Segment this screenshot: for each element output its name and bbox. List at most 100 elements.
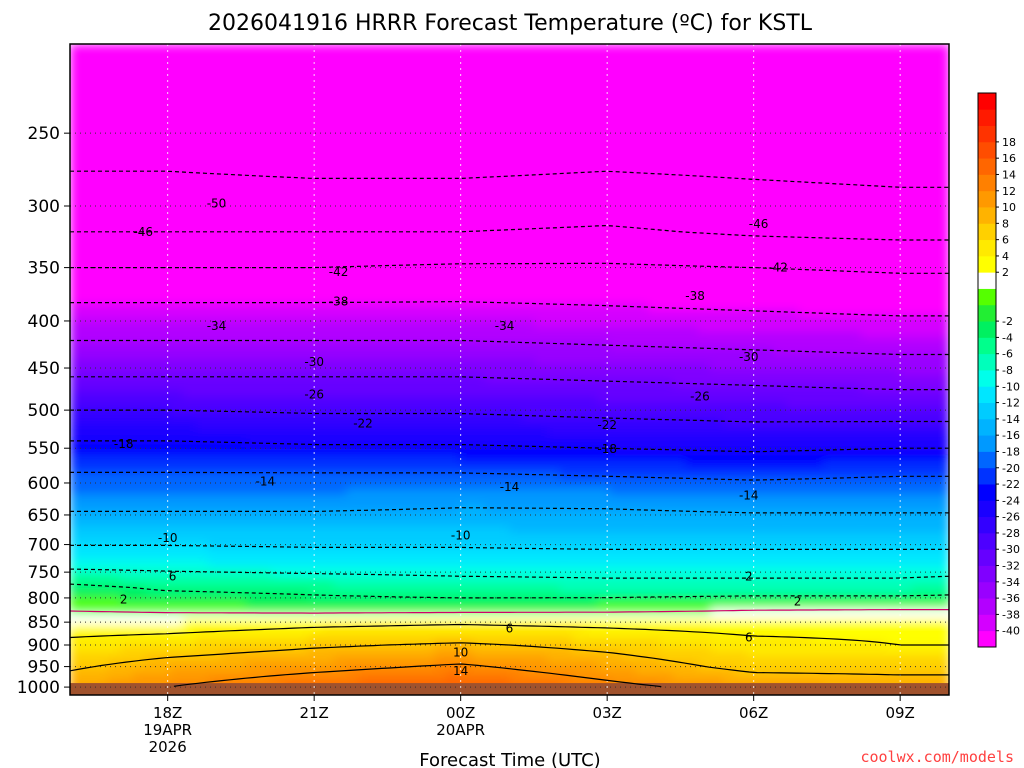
field-cell — [584, 60, 598, 67]
field-cell — [609, 185, 624, 192]
field-cell — [572, 103, 586, 110]
field-cell — [748, 385, 762, 392]
field-cell — [635, 412, 649, 419]
field-cell — [396, 201, 410, 208]
field-cell — [697, 109, 712, 116]
field-cell — [308, 119, 322, 126]
field-cell — [735, 369, 749, 376]
field-cell — [898, 223, 912, 230]
field-cell — [409, 136, 423, 143]
field-cell — [785, 179, 799, 186]
field-cell — [459, 266, 473, 273]
field-cell — [70, 282, 84, 289]
field-cell — [258, 174, 272, 181]
temperature-field — [70, 44, 949, 695]
field-cell — [798, 391, 812, 398]
field-cell — [710, 71, 724, 78]
field-cell — [321, 320, 335, 327]
field-cell — [635, 201, 649, 208]
field-cell — [597, 353, 611, 360]
field-cell — [195, 347, 209, 354]
field-cell — [886, 125, 900, 132]
field-cell — [748, 152, 762, 159]
field-cell — [346, 163, 360, 170]
field-cell — [195, 418, 209, 425]
field-cell — [383, 92, 398, 99]
field-cell — [409, 342, 423, 349]
field-cell — [321, 412, 335, 419]
field-cell — [848, 212, 862, 219]
field-cell — [936, 71, 949, 78]
field-cell — [823, 233, 837, 240]
field-cell — [371, 423, 385, 430]
field-cell — [660, 407, 674, 414]
field-cell — [321, 358, 335, 365]
field-cell — [421, 402, 435, 409]
field-cell — [446, 385, 460, 392]
field-cell — [936, 81, 949, 88]
field-cell — [873, 152, 887, 159]
field-cell — [409, 109, 423, 116]
field-cell — [308, 152, 322, 159]
field-cell — [559, 185, 573, 192]
field-cell — [434, 320, 448, 327]
field-cell — [760, 320, 774, 327]
field-cell — [82, 195, 96, 202]
field-cell — [283, 223, 297, 230]
field-cell — [622, 385, 636, 392]
field-cell — [383, 342, 398, 349]
field-cell — [622, 201, 636, 208]
field-cell — [358, 157, 372, 164]
field-cell — [848, 315, 862, 322]
field-cell — [886, 391, 900, 398]
field-cell — [559, 423, 573, 430]
field-cell — [672, 190, 686, 197]
field-cell — [220, 277, 234, 284]
field-cell — [810, 358, 825, 365]
field-cell — [685, 87, 699, 94]
field-cell — [484, 380, 498, 387]
field-cell — [346, 223, 360, 230]
field-cell — [245, 185, 259, 192]
field-cell — [911, 233, 925, 240]
field-cell — [446, 277, 460, 284]
field-cell — [70, 391, 84, 398]
field-cell — [710, 244, 724, 251]
field-cell — [609, 288, 624, 295]
field-cell — [873, 358, 887, 365]
field-cell — [873, 195, 887, 202]
field-cell — [496, 244, 511, 251]
field-cell — [697, 44, 712, 51]
field-cell — [95, 119, 109, 126]
field-cell — [609, 92, 624, 99]
field-cell — [886, 119, 900, 126]
field-cell — [183, 315, 197, 322]
field-cell — [886, 179, 900, 186]
field-cell — [233, 92, 247, 99]
field-cell — [722, 157, 737, 164]
field-cell — [296, 233, 310, 240]
field-cell — [748, 98, 762, 105]
field-cell — [861, 250, 875, 257]
field-cell — [496, 298, 511, 305]
field-cell — [308, 391, 322, 398]
field-cell — [82, 396, 96, 403]
field-cell — [773, 190, 787, 197]
field-cell — [760, 65, 774, 72]
field-cell — [785, 282, 799, 289]
field-cell — [534, 168, 548, 175]
field-cell — [496, 141, 511, 148]
field-cell — [584, 250, 598, 257]
field-cell — [270, 147, 285, 154]
field-cell — [785, 304, 799, 311]
field-cell — [434, 217, 448, 224]
field-cell — [245, 71, 259, 78]
field-cell — [785, 206, 799, 213]
field-cell — [773, 174, 787, 181]
field-cell — [409, 217, 423, 224]
field-cell — [923, 190, 938, 197]
field-cell — [195, 168, 209, 175]
field-cell — [471, 141, 485, 148]
field-cell — [321, 223, 335, 230]
field-cell — [471, 65, 485, 72]
